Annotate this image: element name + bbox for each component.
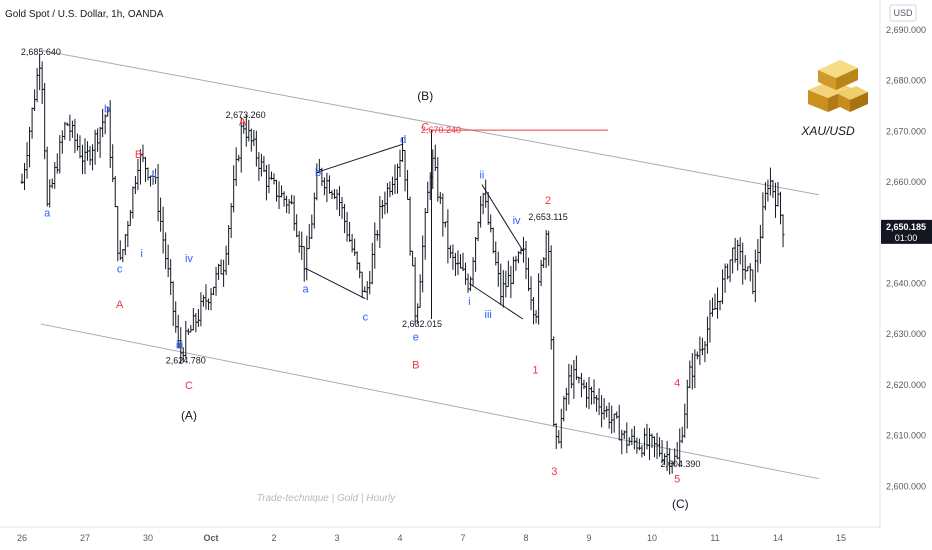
wave-label: i bbox=[468, 296, 470, 308]
y-tick-label: 2,670.000 bbox=[886, 126, 926, 136]
y-tick-label: 2,680.000 bbox=[886, 76, 926, 86]
wave-label: B bbox=[412, 360, 419, 372]
wave-label: d bbox=[400, 134, 406, 146]
x-tick-label: 9 bbox=[586, 533, 591, 543]
x-tick-label: 14 bbox=[773, 533, 783, 543]
wave-line bbox=[305, 267, 366, 300]
price-label: 2,685.640 bbox=[21, 47, 61, 57]
wave-label: C bbox=[421, 121, 429, 133]
wave-line bbox=[481, 184, 524, 251]
wave-label: a bbox=[302, 284, 309, 296]
wave-label: C bbox=[185, 380, 193, 392]
price-label: 2,624.780 bbox=[166, 356, 206, 366]
x-tick-label: 26 bbox=[17, 533, 27, 543]
last-price-marker: 2,650.185 01:00 bbox=[881, 219, 932, 244]
x-tick-label: 30 bbox=[143, 533, 153, 543]
wave-label: A bbox=[239, 116, 247, 128]
wave-label: ii bbox=[152, 169, 157, 181]
y-tick-label: 2,630.000 bbox=[886, 329, 926, 339]
x-tick-label: 27 bbox=[80, 533, 90, 543]
wave-label: (C) bbox=[672, 497, 689, 511]
wave-label: 3 bbox=[551, 466, 557, 478]
x-tick-label: 15 bbox=[836, 533, 846, 543]
price-label: 2,653.115 bbox=[528, 212, 567, 222]
candles bbox=[20, 53, 785, 475]
last-price-time: 01:00 bbox=[895, 233, 918, 243]
watermark: Trade-technique | Gold | Hourly bbox=[257, 493, 396, 504]
y-tick-label: 2,640.000 bbox=[886, 279, 926, 289]
wave-label: b bbox=[315, 167, 321, 179]
y-tick-label: 2,690.000 bbox=[886, 25, 926, 35]
wave-label: a bbox=[44, 208, 51, 220]
wave-label: iii bbox=[176, 339, 183, 351]
wave-label: (B) bbox=[417, 89, 433, 103]
channel-lines bbox=[40, 49, 820, 480]
wave-label: 2 bbox=[545, 195, 551, 207]
wave-label: iv bbox=[513, 215, 521, 227]
wave-label: c bbox=[117, 263, 123, 275]
wave-label: (A) bbox=[181, 408, 197, 422]
price-label: 2,604.390 bbox=[660, 459, 700, 469]
wave-label: B bbox=[135, 149, 142, 161]
last-price-value: 2,650.185 bbox=[886, 222, 926, 232]
price-label: 2,632.015 bbox=[402, 319, 442, 329]
wave-label: e bbox=[413, 332, 419, 344]
channel-lower-line bbox=[40, 323, 820, 480]
x-tick-label: 3 bbox=[334, 533, 339, 543]
y-tick-label: 2,600.000 bbox=[886, 481, 926, 491]
x-tick-label: 11 bbox=[710, 533, 719, 543]
wave-labels: abBcAiiiiiiivC(A)Abacd(B)CeBiiiv2iiii134… bbox=[44, 89, 689, 511]
wave-label: iii bbox=[485, 309, 492, 321]
x-tick-label: 2 bbox=[271, 533, 276, 543]
wave-lines bbox=[305, 130, 524, 320]
wave-label: i bbox=[140, 248, 142, 260]
y-tick-label: 2,620.000 bbox=[886, 380, 926, 390]
x-tick-label: 4 bbox=[397, 533, 402, 543]
x-tick-label: 7 bbox=[460, 533, 465, 543]
chart-title: Gold Spot / U.S. Dollar, 1h, OANDA bbox=[5, 9, 164, 20]
price-label: 2,670.240 bbox=[421, 125, 461, 135]
wave-label: c bbox=[363, 311, 369, 323]
wave-label: b bbox=[104, 104, 110, 116]
y-axis: USD 2,600.000 2,610.000 2,620.000 2,630.000… bbox=[879, 0, 932, 527]
wave-line bbox=[469, 283, 524, 320]
wave-label: iv bbox=[185, 253, 193, 265]
gold-bars-logo: XAU/USD bbox=[800, 60, 868, 138]
y-tick-label: 2,660.000 bbox=[886, 177, 926, 187]
x-tick-label: Oct bbox=[203, 533, 218, 543]
x-tick-label: 10 bbox=[647, 533, 657, 543]
logo-label: XAU/USD bbox=[800, 124, 855, 138]
channel-upper-line bbox=[40, 49, 820, 196]
x-tick-label: 8 bbox=[523, 533, 528, 543]
currency-label: USD bbox=[893, 8, 913, 18]
wave-label: 1 bbox=[532, 365, 538, 377]
wave-label: A bbox=[116, 299, 124, 311]
wave-line bbox=[317, 143, 404, 173]
currency-badge[interactable] bbox=[889, 4, 917, 22]
y-tick-label: 2,610.000 bbox=[886, 431, 926, 441]
wave-label: ii bbox=[479, 169, 484, 181]
price-label: 2,673.260 bbox=[226, 110, 266, 120]
x-axis: 26 27 30 Oct 2 3 4 7 8 9 10 11 14 15 bbox=[0, 526, 880, 543]
wave-label: 5 bbox=[674, 474, 680, 486]
gold-bars-icon bbox=[808, 60, 868, 112]
wave-label: 4 bbox=[674, 377, 680, 389]
price-labels: 2,685.640 2,673.260 2,670.240 2,653.115 2,63… bbox=[21, 47, 700, 469]
